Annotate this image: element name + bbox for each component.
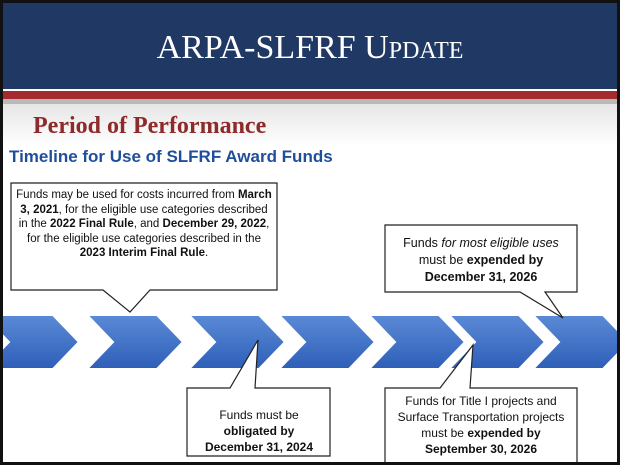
callout-text: December 29, 2022 xyxy=(162,218,267,230)
callout-text: , for the eligible use categories descri… xyxy=(27,218,270,245)
callout-text: Funds may be used for costs incurred fro… xyxy=(16,189,238,201)
callout-text: 2023 Interim Final Rule xyxy=(79,247,206,259)
callout-expend-2026: Funds for most eligible uses must be exp… xyxy=(393,235,569,286)
gray-stripe xyxy=(3,99,617,104)
callout-text: March 3, 2021 xyxy=(20,189,272,216)
callout-obligate: Funds must be obligated by December 31, … xyxy=(195,407,323,455)
callout-text: Funds for Title I projects and Surface T… xyxy=(397,394,565,440)
section-title: Period of Performance xyxy=(33,113,267,139)
slide-title: ARPA-SLFRF Update xyxy=(156,29,464,66)
chevrons xyxy=(3,314,617,370)
timeline-title: Timeline for Use of SLFRF Award Funds xyxy=(9,147,333,166)
timeline-graphic xyxy=(3,182,617,462)
callout-text: , for the eligible use categories descri… xyxy=(18,203,268,231)
callout-text: expended by December 31, 2026 xyxy=(424,253,544,284)
callout-start: Funds may be used for costs incurred fro… xyxy=(15,188,273,261)
callout-text: . xyxy=(205,247,209,259)
section-band xyxy=(3,104,617,146)
callout-title-i: Funds for Title I projects and Surface T… xyxy=(389,393,573,457)
callout-text: Funds xyxy=(403,236,442,250)
callout-text: , and xyxy=(133,218,163,230)
callout-shapes xyxy=(10,182,578,462)
callout-text: 2022 Final Rule xyxy=(50,218,134,230)
callout-text: Funds must be xyxy=(219,408,299,422)
callout-text: expended by September 30, 2026 xyxy=(424,426,541,456)
callout-text: must be xyxy=(418,253,467,267)
header-band xyxy=(3,3,617,89)
callout-text: for most eligible uses xyxy=(441,236,559,250)
red-stripe xyxy=(3,91,617,99)
callout-text: obligated by December 31, 2024 xyxy=(204,424,314,454)
